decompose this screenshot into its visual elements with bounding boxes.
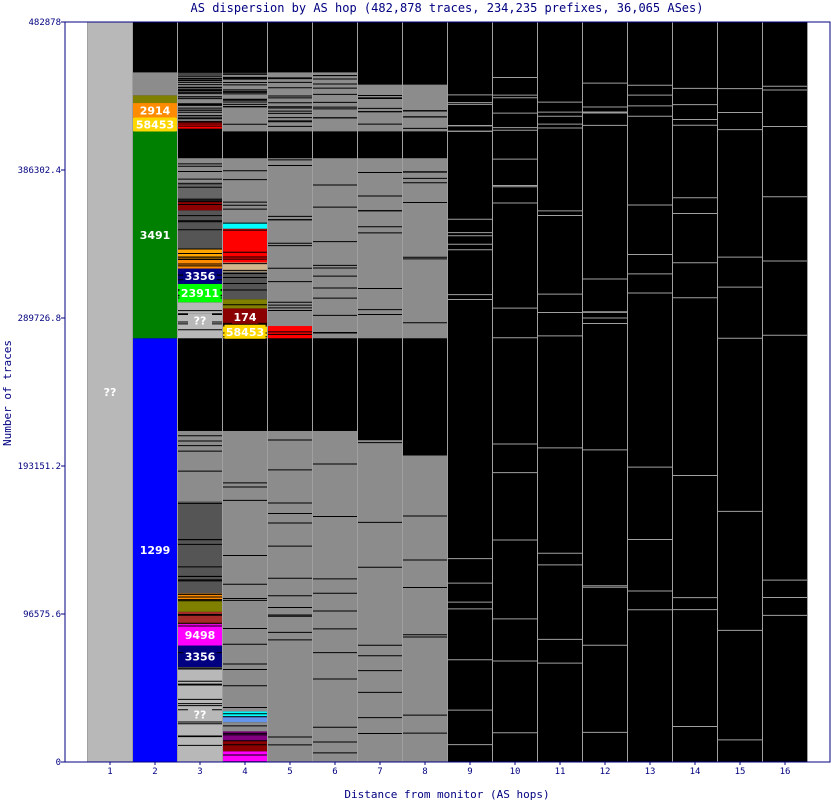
- segment-label: 58453: [136, 118, 174, 131]
- x-tick-label: 15: [735, 767, 746, 777]
- segment-label-background: [188, 707, 212, 722]
- bar-segment-hop-4: [222, 740, 268, 752]
- segment-label: 3491: [140, 229, 171, 242]
- segment-label-background: [224, 324, 266, 339]
- x-tick-label: 13: [645, 767, 656, 777]
- x-tick-label: 16: [780, 767, 791, 777]
- x-tick-label: 6: [332, 767, 337, 777]
- x-tick-label: 4: [242, 767, 247, 777]
- segment-label: 3356: [185, 650, 216, 663]
- segment-label-background: [98, 385, 122, 399]
- segment-label: 9498: [185, 629, 216, 642]
- segment-label-background: [183, 627, 217, 642]
- x-tick-label: 5: [287, 767, 292, 777]
- bar-segment-hop-8: [402, 158, 448, 339]
- x-tick-label: 11: [555, 767, 566, 777]
- bar-segment-hop-3: [177, 430, 223, 502]
- y-tick-label: 386302.4: [18, 166, 61, 176]
- segment-label: 174: [234, 311, 257, 324]
- x-tick-label: 7: [377, 767, 382, 777]
- bar-segment-hop-4: [222, 430, 268, 712]
- bar-segment-hop-3: [177, 182, 223, 202]
- bar-segment-hop-4: [222, 299, 268, 309]
- bar-segment-hop-3: [177, 599, 223, 612]
- bar-segment-hop-7: [357, 440, 403, 762]
- bar-segment-hop-4: [222, 271, 268, 300]
- bar-segment-hop-3: [177, 201, 223, 211]
- segment-label-background: [188, 313, 212, 328]
- segment-label: ??: [104, 386, 117, 399]
- axes-frame: [64, 21, 831, 763]
- y-tick-label: 0: [56, 758, 61, 768]
- y-tick-label: 482878: [28, 18, 61, 28]
- bar-segment-hop-2: [132, 95, 178, 104]
- bar-segment-hop-7: [357, 158, 403, 339]
- bar-segment-hop-3: [177, 611, 223, 625]
- x-axis-label: Distance from monitor (AS hops): [344, 788, 549, 800]
- bar-segment-hop-5: [267, 72, 313, 132]
- segment-label: ??: [194, 708, 207, 721]
- x-tick-label: 14: [690, 767, 701, 777]
- bar-segment-hop-4: [222, 222, 268, 229]
- segment-label: 1299: [140, 544, 171, 557]
- segment-labels: ??12993491584532914??33569498??239113356…: [98, 103, 266, 722]
- segment-label: 2914: [140, 104, 171, 117]
- y-axis-label: Number of traces: [1, 340, 14, 446]
- bar-segment-hop-4: [222, 158, 268, 223]
- segment-label-background: [138, 103, 172, 118]
- bar-segment-hop-6: [312, 158, 358, 339]
- segment-label-background: [231, 309, 259, 324]
- x-tick-label: 3: [197, 767, 202, 777]
- segment-label-background: [179, 286, 221, 301]
- x-tick-label: 12: [600, 767, 611, 777]
- segment-label: ??: [194, 314, 207, 327]
- segment-label: 23911: [181, 287, 219, 300]
- y-tick-label: 96575.6: [23, 610, 61, 620]
- bar-segment-hop-4: [222, 722, 268, 732]
- x-tick-label: 8: [422, 767, 427, 777]
- x-tick-label: 1: [107, 767, 112, 777]
- bar-segment-hop-4: [222, 751, 268, 762]
- x-tick-label: 10: [510, 767, 521, 777]
- bar-segment-hop-5: [267, 430, 313, 762]
- bar-segment-hop-3: [177, 501, 223, 594]
- bar-segment-hop-4: [222, 731, 268, 741]
- segment-label: 3356: [185, 270, 216, 283]
- y-tick-label: 193151.2: [18, 462, 61, 472]
- segment-label-background: [134, 117, 176, 132]
- bar-segment-hop-4: [222, 262, 268, 272]
- bar-segment-hop-8: [402, 84, 448, 132]
- bar-segment-hop-8: [402, 455, 448, 762]
- x-tick-label: 9: [467, 767, 472, 777]
- segment-label-background: [138, 543, 172, 558]
- bar-segment-hop-2: [132, 72, 178, 96]
- bar-segment-hop-4: [222, 716, 268, 723]
- segment-label-background: [138, 227, 172, 242]
- bar-segment-hop-5: [267, 158, 313, 327]
- segment-label-background: [183, 269, 217, 284]
- segment-label-background: [183, 649, 217, 664]
- y-tick-label: 289726.8: [18, 314, 61, 324]
- segment-label: 58453: [226, 326, 264, 339]
- x-tick-label: 2: [152, 767, 157, 777]
- chart-title: AS dispersion by AS hop (482,878 traces,…: [191, 1, 704, 15]
- bar-segment-hop-6: [312, 430, 358, 762]
